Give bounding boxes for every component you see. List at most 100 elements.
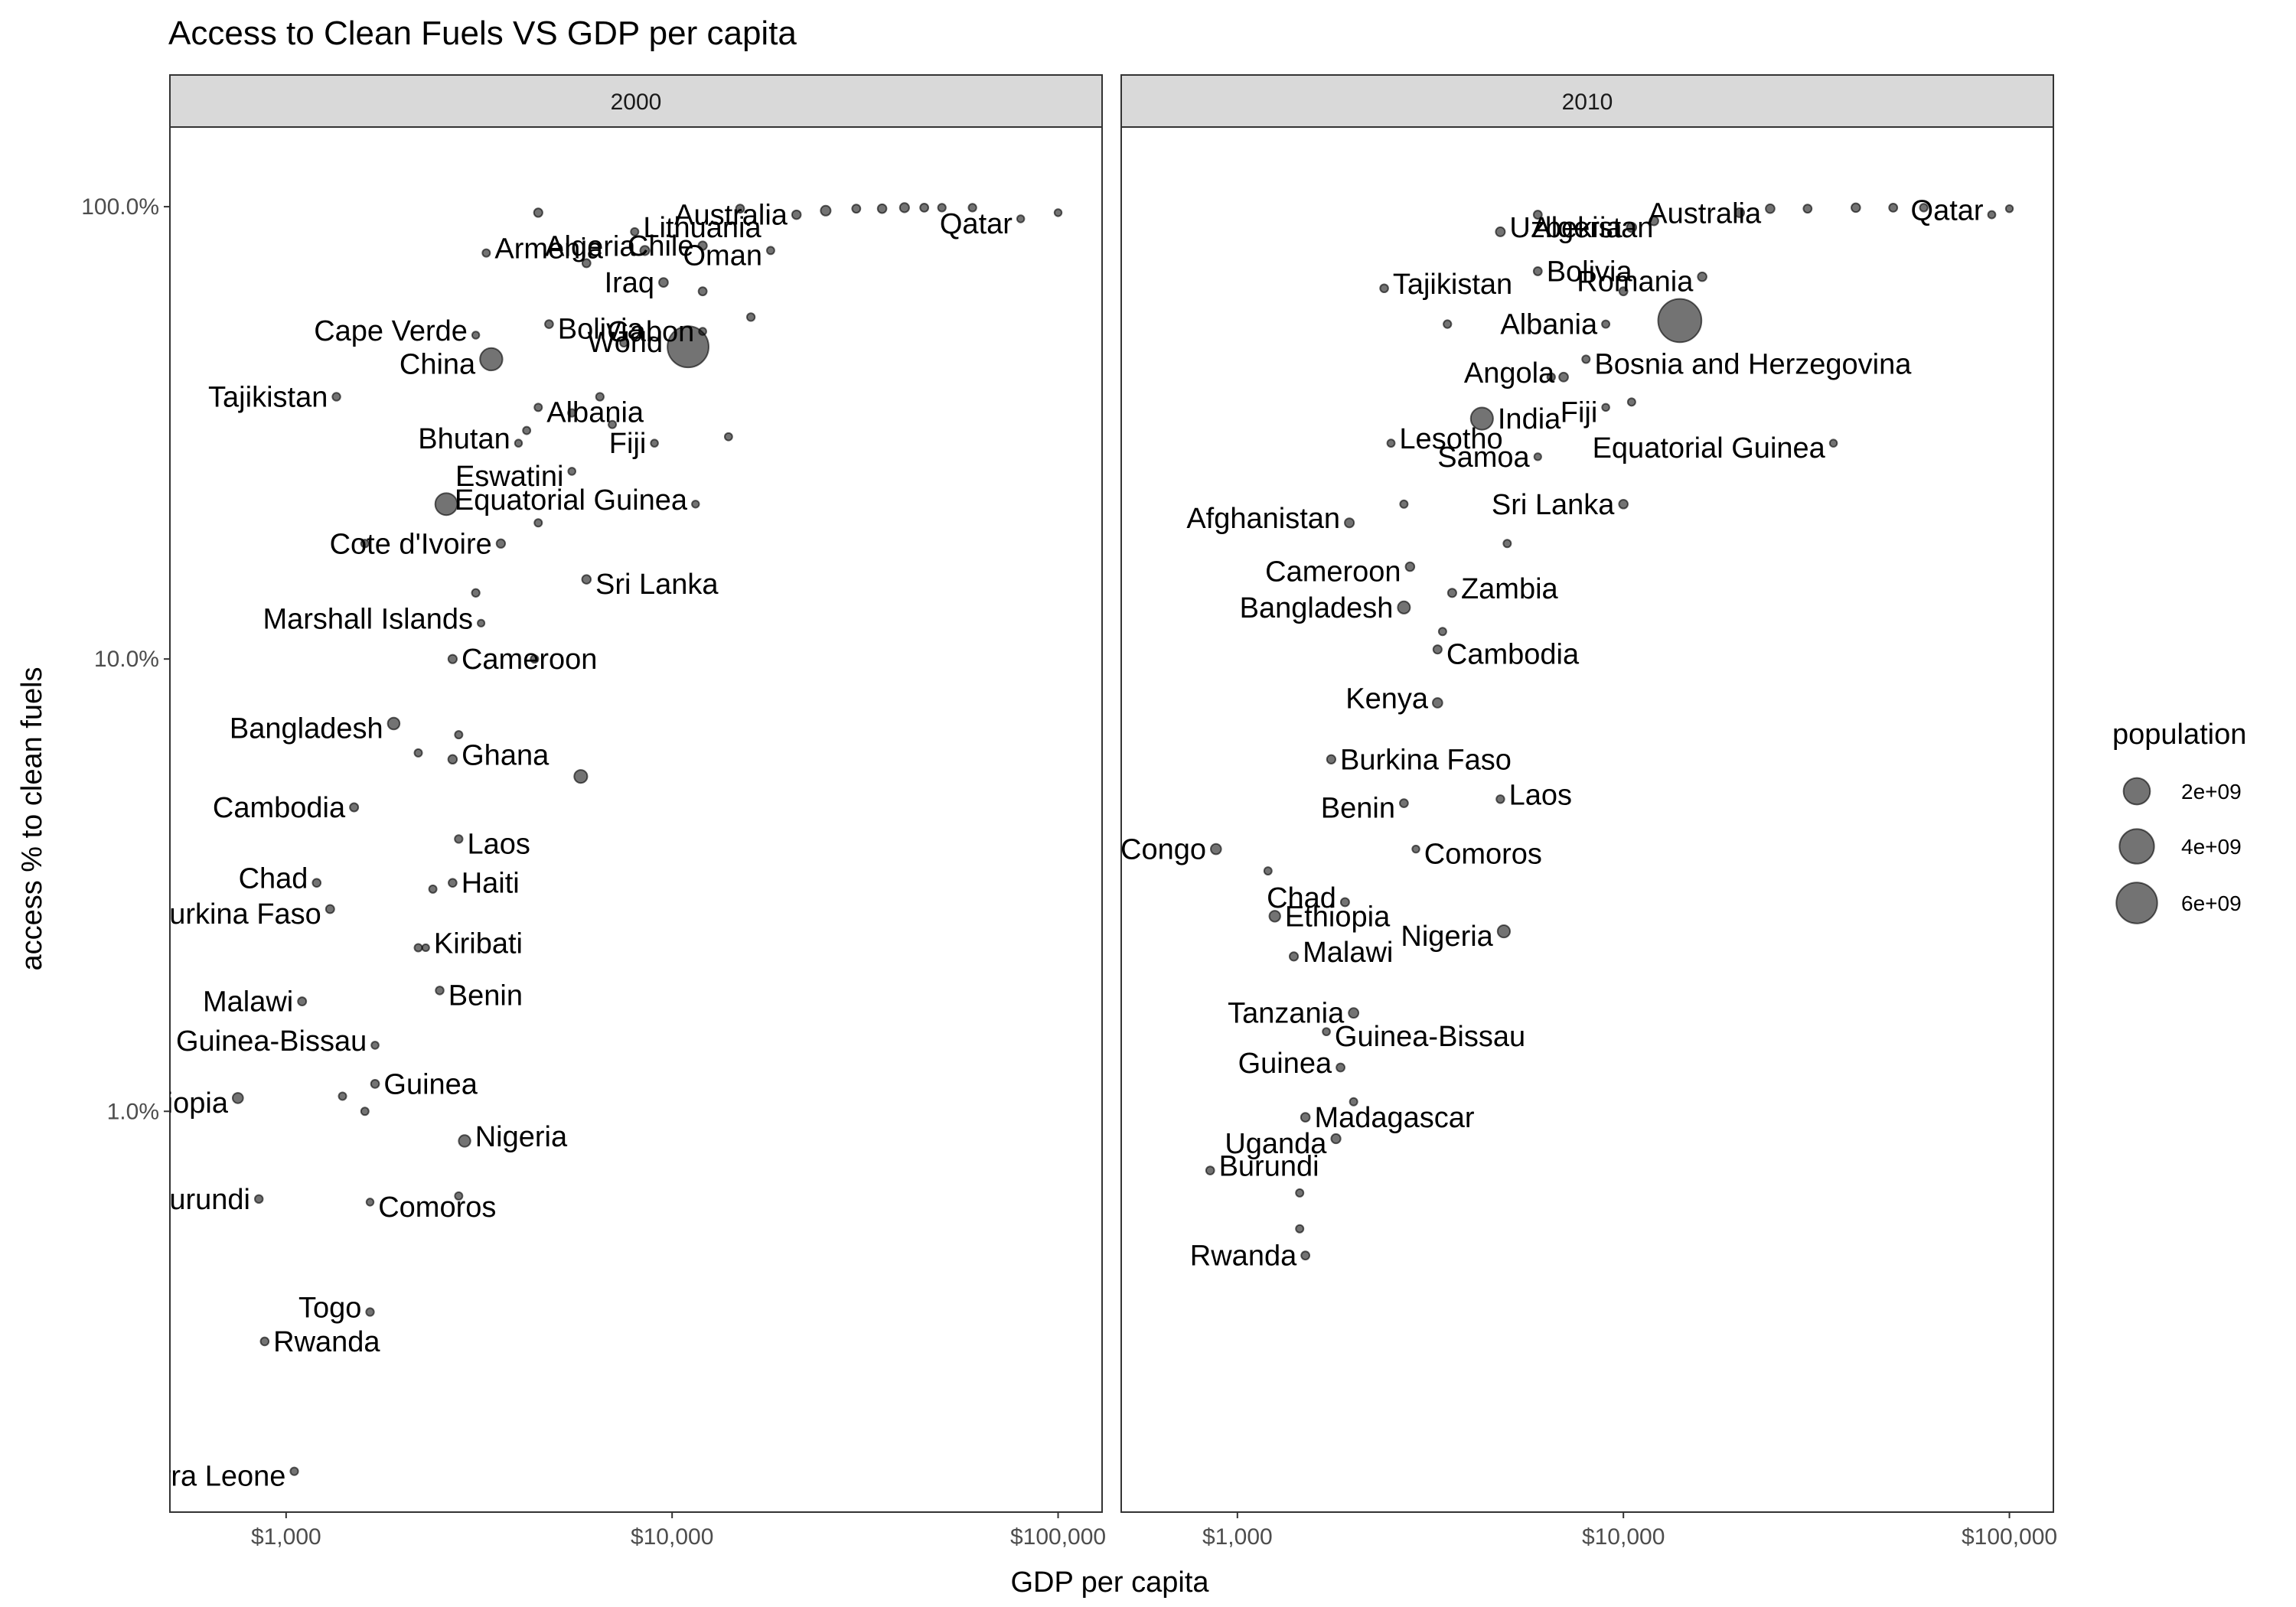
x-tick-label: $10,000 [631, 1524, 713, 1550]
point-label: Oman [683, 240, 762, 272]
data-point [530, 654, 540, 664]
data-point [297, 996, 308, 1007]
point-label: Australia [1648, 198, 1762, 230]
data-point [413, 748, 423, 758]
point-label: Rwanda [1190, 1240, 1297, 1273]
data-point [360, 539, 370, 549]
point-label: Burundi [150, 1184, 250, 1216]
point-label: Bangladesh [230, 713, 383, 745]
data-point [259, 1336, 270, 1347]
facet-strip-label: 2010 [1562, 90, 1613, 115]
data-point [1601, 403, 1610, 412]
point-label: Cambodia [213, 792, 346, 824]
data-point [1502, 539, 1512, 549]
point-label: Gabon [607, 316, 694, 348]
data-point [658, 277, 669, 288]
data-point [1399, 499, 1409, 509]
data-point [254, 1194, 264, 1204]
data-point [533, 207, 543, 218]
point-label: Algeria [545, 230, 636, 262]
data-point [820, 204, 832, 217]
legend: population 2e+09 4e+09 6e+09 [2112, 719, 2246, 924]
data-point [1446, 588, 1457, 598]
legend-key [2118, 828, 2155, 865]
data-point [1919, 203, 1929, 213]
data-point [370, 1079, 380, 1089]
point-label: Kenya [1345, 683, 1429, 715]
point-label: Uzbekistan [1509, 212, 1653, 244]
data-point [1581, 354, 1591, 364]
point-label: Eswatini [455, 461, 564, 493]
point-label: Cape Verde [314, 315, 468, 347]
data-point [567, 408, 577, 418]
data-point [1765, 203, 1776, 214]
data-point [745, 312, 756, 322]
point-label: Fiji [609, 428, 647, 460]
data-point [1399, 798, 1409, 808]
facet-strip [169, 74, 1103, 128]
data-point [697, 286, 708, 297]
data-point [514, 438, 523, 448]
point-label: Albania [546, 396, 644, 429]
data-point [765, 246, 775, 256]
data-point [458, 1134, 471, 1148]
point-label: Zambia [1461, 573, 1559, 605]
data-point [471, 331, 481, 340]
data-point [365, 1307, 375, 1317]
data-point [1016, 214, 1026, 223]
point-label: Ghana [461, 739, 550, 771]
point-label: Rwanda [273, 1326, 380, 1358]
point-label: Tajikistan [1393, 269, 1512, 301]
data-point [365, 1198, 375, 1207]
data-point [421, 943, 430, 953]
point-label: Cameroon [1265, 556, 1401, 588]
data-point [1300, 1112, 1311, 1123]
point-label: Sri Lanka [1492, 489, 1615, 521]
data-point [1495, 226, 1506, 237]
data-point [1432, 697, 1443, 709]
data-point [1802, 204, 1813, 214]
data-point [630, 227, 640, 236]
data-point [448, 878, 458, 888]
data-point [595, 392, 605, 402]
data-point [1205, 1165, 1215, 1175]
data-point [1263, 866, 1273, 876]
point-label: Benin [1321, 793, 1395, 825]
data-point [533, 403, 543, 412]
point-label: Sri Lanka [595, 569, 719, 601]
point-label: China [400, 348, 476, 380]
data-point [1626, 221, 1638, 233]
point-label: Congo [1120, 834, 1206, 866]
point-label: Haiti [461, 868, 520, 900]
data-point [723, 432, 733, 442]
data-point [667, 325, 709, 369]
point-label: Chad [239, 863, 308, 895]
point-label: Burkina Faso [150, 898, 321, 931]
data-point [1411, 844, 1420, 854]
data-point [454, 834, 464, 844]
facet-strip-label: 2000 [611, 90, 662, 115]
data-point [1828, 438, 1838, 448]
point-label: Ethiopia [1285, 901, 1391, 933]
point-label: Tanzania [1228, 998, 1345, 1030]
data-point [1496, 924, 1512, 939]
data-point [791, 209, 802, 220]
point-label: Bangladesh [1240, 592, 1394, 624]
data-point [1532, 210, 1543, 220]
point-label: Ethiopia [123, 1087, 229, 1120]
point-label: Bhutan [418, 423, 510, 455]
y-tick-label: 10.0% [94, 647, 159, 672]
legend-label: 4e+09 [2181, 835, 2242, 859]
data-point [434, 492, 458, 517]
point-label: Romania [1577, 266, 1694, 298]
point-label: Bosnia and Herzegovina [1594, 348, 1912, 380]
data-point [919, 202, 930, 213]
data-point [1532, 266, 1543, 276]
data-point [1443, 319, 1453, 329]
data-point [937, 203, 947, 213]
data-point [851, 204, 862, 214]
data-point [1344, 517, 1355, 529]
data-point [1546, 372, 1556, 382]
